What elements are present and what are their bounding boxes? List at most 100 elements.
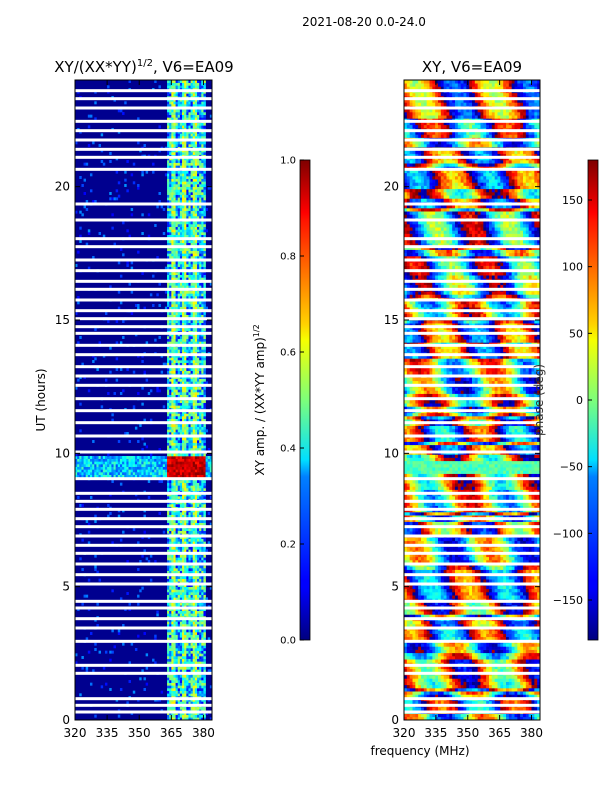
left-heatmap-cell [194, 368, 198, 371]
left-heatmap-cell [169, 648, 172, 651]
left-heatmap-cell [111, 213, 114, 217]
left-heatmap-cell [194, 514, 198, 518]
left-heatmap-cell [145, 653, 149, 657]
left-heatmap-cell [194, 666, 198, 670]
left-heatmap-cell [75, 461, 78, 465]
left-heatmap-cell [184, 272, 187, 275]
left-heatmap-cell [197, 701, 200, 705]
left-heatmap-cell [201, 370, 204, 374]
left-heatmap-cell [194, 114, 198, 118]
left-heatmap-cell [173, 690, 176, 694]
left-heatmap-cell [152, 456, 155, 459]
left-heatmap-cell [188, 109, 191, 113]
left-heatmap-cell [205, 229, 209, 233]
left-heatmap-cell [175, 122, 179, 126]
left-heatmap-cell [156, 386, 159, 390]
left-heatmap-cell [169, 197, 172, 201]
left-heatmap-cell [184, 133, 187, 137]
left-heatmap-cell [173, 234, 176, 238]
left-heatmap-cell [194, 205, 198, 209]
left-heatmap-cell [139, 461, 142, 465]
left-heatmap-cell [169, 546, 172, 550]
left-heatmap-cell [203, 189, 206, 193]
left-heatmap-cell [173, 253, 176, 257]
left-heatmap-cell [192, 557, 196, 561]
left-heatmap-cell [137, 306, 140, 310]
left-heatmap-cell [188, 453, 191, 457]
left-heatmap-cell [192, 144, 196, 147]
left-heatmap-cell [190, 272, 194, 275]
left-heatmap-cell [194, 261, 198, 265]
left-heatmap-cell [184, 266, 187, 270]
left-heatmap-cell [197, 442, 200, 446]
left-heatmap-cell [203, 184, 206, 187]
left-heatmap-cell [85, 474, 89, 478]
left-heatmap-cell [171, 472, 174, 475]
left-heatmap-cell [184, 109, 187, 113]
left-heatmap-cell [197, 474, 200, 478]
left-heatmap-cell [179, 261, 183, 265]
left-heatmap-cell [203, 234, 206, 238]
left-heatmap-cell [194, 386, 198, 390]
left-heatmap-cell [173, 661, 176, 665]
left-heatmap-cell [167, 405, 170, 409]
left-heatmap-cell [79, 234, 82, 238]
left-heatmap-cell [100, 685, 104, 689]
left-heatmap-cell [117, 261, 121, 265]
left-heatmap-cell [177, 216, 181, 219]
left-heatmap-cell [177, 160, 181, 163]
left-heatmap-cell [182, 221, 185, 225]
left-heatmap-cell [188, 448, 191, 451]
left-heatmap-cell [203, 162, 206, 166]
left-heatmap-cell [177, 693, 181, 697]
left-heatmap-cell [141, 472, 144, 475]
left-heatmap-cell [190, 381, 194, 385]
left-heatmap-cell [188, 418, 191, 422]
left-heatmap-cell [85, 242, 89, 246]
left-heatmap-cell [167, 346, 170, 350]
left-heatmap-cell [197, 568, 200, 571]
left-heatmap-cell [119, 461, 123, 465]
left-heatmap-cell [177, 197, 181, 201]
left-heatmap-cell [186, 389, 189, 393]
left-heatmap-cell [203, 264, 206, 267]
left-heatmap-cell [177, 413, 181, 417]
left-heatmap-cell [177, 466, 181, 470]
left-heatmap-cell [179, 338, 183, 342]
left-heatmap-cell [177, 176, 181, 179]
left-heatmap-cell [201, 632, 204, 635]
left-heatmap-cell [173, 346, 176, 350]
left-heatmap-cell [175, 424, 179, 427]
left-heatmap-cell [182, 394, 185, 398]
left-heatmap-cell [192, 386, 196, 390]
left-heatmap-cell [83, 205, 86, 209]
left-heatmap-cell [169, 301, 172, 305]
left-heatmap-cell [177, 341, 181, 345]
left-heatmap-cell [156, 461, 159, 465]
left-heatmap-cell [203, 514, 206, 518]
left-heatmap-cell [177, 389, 181, 393]
left-heatmap-cell [173, 442, 176, 446]
left-heatmap-cell [167, 578, 170, 582]
left-heatmap-cell [192, 674, 196, 678]
left-heatmap-cell [199, 304, 202, 307]
left-heatmap-cell [89, 472, 93, 475]
left-heatmap-cell [171, 266, 174, 270]
left-heatmap-cell [173, 717, 176, 720]
left-heatmap-cell [188, 701, 191, 705]
left-heatmap-cell [186, 437, 189, 441]
left-heatmap-cell [152, 304, 155, 307]
left-heatmap-cell [164, 362, 168, 366]
left-heatmap-cell [188, 162, 191, 166]
left-heatmap-cell [175, 261, 179, 265]
left-heatmap-cell [197, 170, 200, 174]
left-heatmap-cell [124, 466, 127, 470]
left-heatmap-cell [201, 589, 204, 593]
left-heatmap-cell [186, 189, 189, 193]
left-heatmap-cell [194, 522, 198, 526]
left-heatmap-cell [134, 469, 138, 473]
left-heatmap-cell [147, 456, 151, 459]
left-heatmap-cell [197, 594, 200, 598]
left-heatmap-cell [201, 144, 204, 147]
left-heatmap-cell [177, 426, 181, 430]
